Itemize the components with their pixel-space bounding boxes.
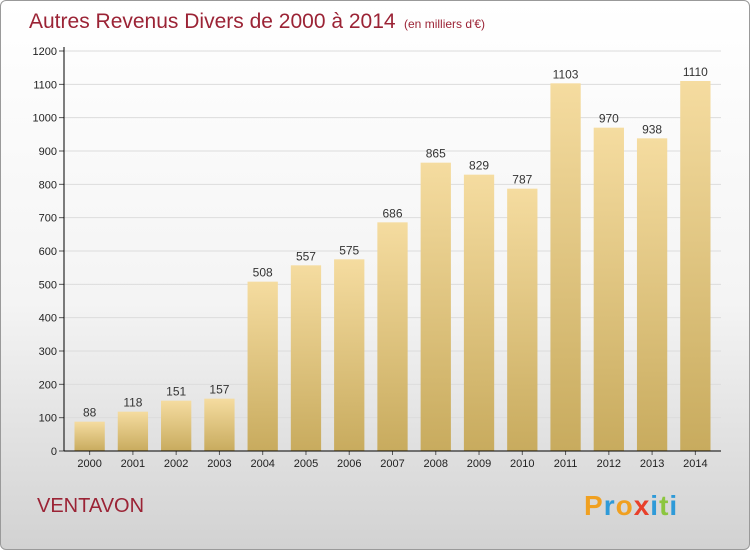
x-tick-label: 2001: [121, 458, 145, 470]
proxiti-logo: Proxiti: [584, 490, 679, 521]
chart-title-main: Autres Revenus Divers de 2000 à 2014: [29, 10, 396, 33]
x-tick-label: 2000: [77, 458, 101, 470]
bar: [377, 222, 408, 451]
bar: [636, 138, 668, 452]
bar: [117, 411, 149, 451]
y-tick-label: 500: [39, 279, 57, 291]
data-label: 686: [382, 206, 402, 220]
data-label: 1110: [683, 65, 708, 79]
x-tick-label: 2003: [207, 458, 231, 470]
place-name: VENTAVON: [37, 495, 145, 517]
bar: [420, 162, 451, 451]
y-tick-label: 1000: [33, 113, 57, 125]
x-tick-label: 2010: [510, 458, 534, 470]
y-tick-label: 100: [39, 413, 57, 425]
bars: [74, 81, 711, 452]
x-tick-label: 2014: [683, 458, 707, 470]
chart-title: Autres Revenus Divers de 2000 à 2014 (en…: [29, 10, 485, 34]
bar: [247, 281, 278, 451]
x-tick-label: 2002: [164, 458, 188, 470]
data-label: 1103: [553, 67, 579, 81]
bar: [74, 421, 105, 451]
chart-title-unit: (en milliers d'€): [404, 17, 485, 31]
bar: [550, 83, 581, 451]
y-tick-label: 800: [39, 179, 57, 191]
data-label: 88: [83, 406, 97, 420]
data-labels: 88 118 151 157 508 557 575 686 865 829 787 1103 970 9…: [83, 65, 708, 420]
x-tick-label: 2005: [294, 458, 318, 470]
x-tick-label: 2011: [554, 458, 578, 470]
data-label: 575: [339, 243, 359, 257]
data-label: 151: [166, 385, 186, 399]
y-tick-label: 300: [39, 346, 57, 358]
y-tick-label: 600: [39, 246, 57, 258]
data-label: 787: [512, 173, 532, 187]
x-tick-label: 2006: [337, 458, 361, 470]
bar: [593, 127, 624, 452]
x-tick-label: 2009: [467, 458, 491, 470]
y-tick-label: 400: [39, 313, 57, 325]
data-label: 970: [599, 112, 619, 126]
x-tick-label: 2008: [424, 458, 448, 470]
data-label: 557: [296, 249, 316, 263]
bar: [463, 174, 495, 451]
axes: [63, 47, 721, 452]
bar: [334, 259, 365, 451]
y-tick-label: 0: [51, 446, 57, 458]
x-tick-label: 2012: [597, 458, 621, 470]
y-tick-label: 700: [39, 213, 57, 225]
bar: [507, 188, 538, 451]
data-label: 157: [209, 383, 229, 397]
x-tick-label: 2013: [640, 458, 664, 470]
data-label: 829: [469, 159, 489, 173]
x-tick-label: 2004: [250, 458, 274, 470]
bar: [290, 265, 322, 451]
x-axis-ticks: 2000 2001 2002 2003 2004 2005 2006 2007 2008 2009…: [77, 451, 708, 470]
y-tick-label: 1200: [33, 46, 57, 58]
data-label: 865: [426, 147, 446, 161]
y-tick-label: 1100: [33, 79, 57, 91]
bar: [204, 398, 235, 451]
data-label: 118: [123, 396, 142, 410]
bar: [680, 81, 711, 451]
bar: [161, 400, 192, 451]
y-axis-ticks: 0 100 200 300 400 500 600 700 800 900 1000 1100 1200: [33, 46, 64, 458]
x-tick-label: 2007: [380, 458, 404, 470]
y-tick-label: 900: [39, 146, 57, 158]
data-label: 938: [642, 122, 662, 136]
y-tick-label: 200: [39, 379, 57, 391]
data-label: 508: [253, 266, 273, 280]
